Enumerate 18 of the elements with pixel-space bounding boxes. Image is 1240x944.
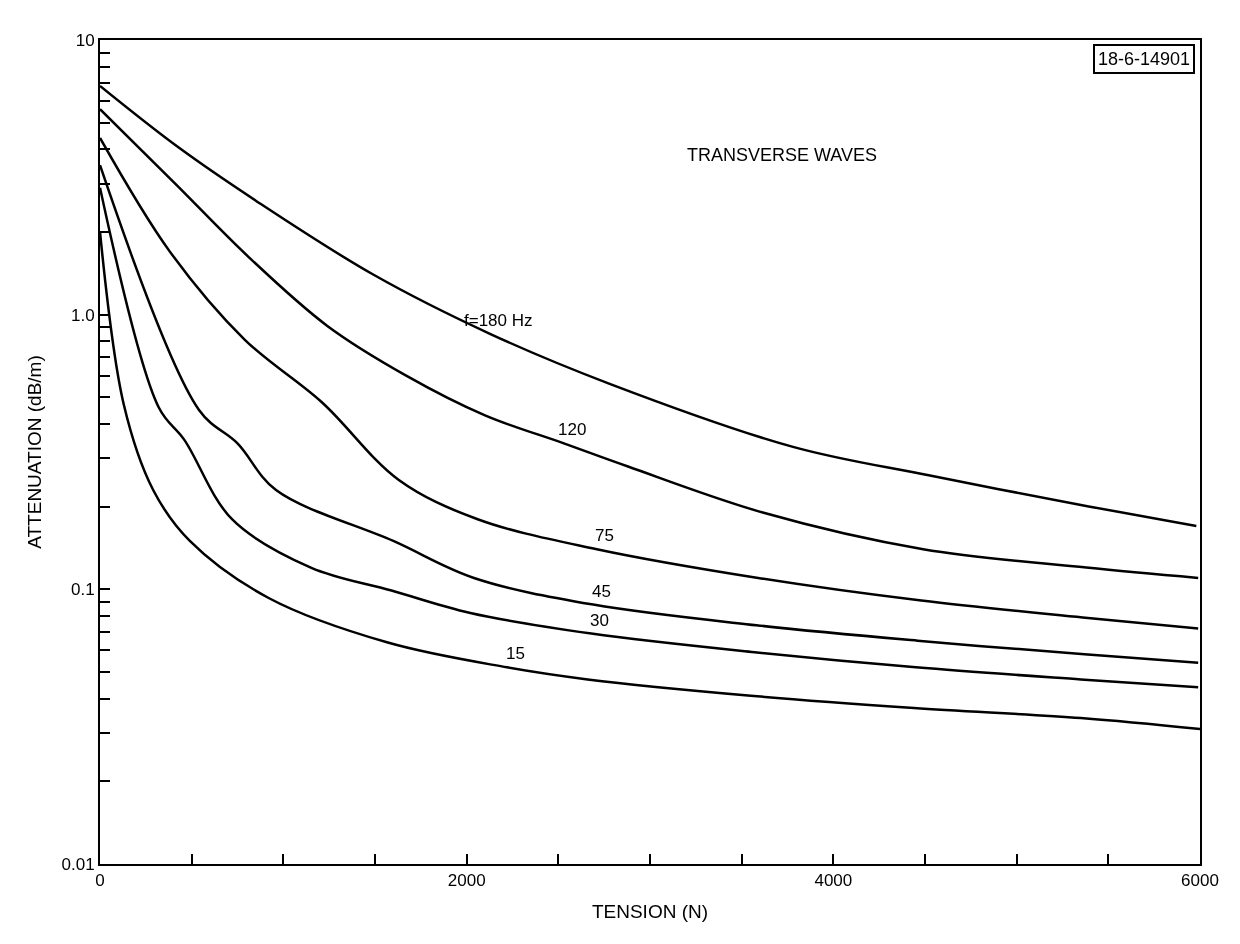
x-tick-label: 2000 — [447, 871, 486, 891]
x-tick-label: 0 — [95, 871, 105, 891]
series-label: 120 — [558, 420, 587, 439]
series-label: 75 — [595, 526, 614, 545]
series-label: 30 — [590, 611, 609, 630]
annotation: 18-6-14901 — [1098, 49, 1191, 69]
annotation: TRANSVERSE WAVES — [687, 145, 878, 165]
series-label: f=180 Hz — [464, 311, 533, 330]
x-axis-title: TENSION (N) — [591, 900, 709, 922]
y-axis-title: ATTENUATION (dB/m) — [23, 355, 45, 549]
y-tick-label: 1.0 — [70, 305, 95, 325]
x-tick-label: 6000 — [1181, 871, 1219, 891]
series-label: 45 — [592, 582, 611, 601]
y-tick-label: 0.1 — [70, 580, 95, 600]
y-tick-label: 0.01 — [61, 854, 95, 874]
series-label: 15 — [506, 644, 525, 663]
y-tick-label: 10 — [75, 30, 95, 50]
x-tick-label: 4000 — [814, 871, 853, 891]
